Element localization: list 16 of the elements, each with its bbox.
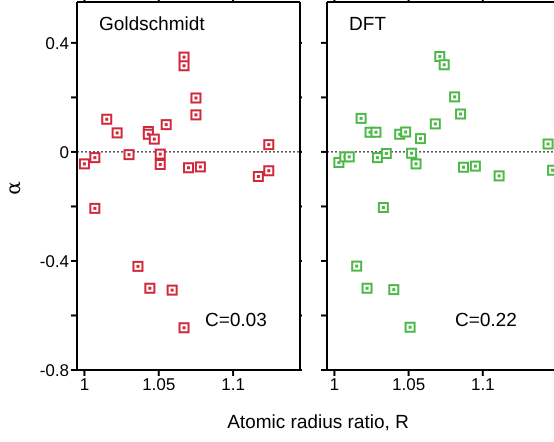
y-tick-label: 0.4 bbox=[45, 34, 69, 53]
text: Goldschmidt bbox=[99, 14, 205, 36]
x-tick-label: 1.1 bbox=[470, 375, 495, 394]
x-axis-title: Atomic radius ratio, R bbox=[226, 412, 410, 434]
x-tick-label: 1.1 bbox=[221, 375, 245, 394]
x-tick-label: 1 bbox=[80, 375, 90, 394]
y-tick-label: 0 bbox=[60, 142, 69, 162]
y-tick-label: -0.4 bbox=[40, 252, 69, 271]
y-axis-title: α bbox=[0, 181, 25, 195]
annotation: C=0.22 bbox=[455, 310, 517, 332]
x-tick-label: 1.05 bbox=[142, 375, 176, 394]
x-tick-label: 1 bbox=[330, 375, 340, 394]
annotation: C=0.03 bbox=[205, 310, 267, 332]
y-tick-label: -0.8 bbox=[40, 361, 69, 380]
text: DFT bbox=[349, 14, 386, 36]
x-tick-label: 1.05 bbox=[392, 375, 426, 394]
